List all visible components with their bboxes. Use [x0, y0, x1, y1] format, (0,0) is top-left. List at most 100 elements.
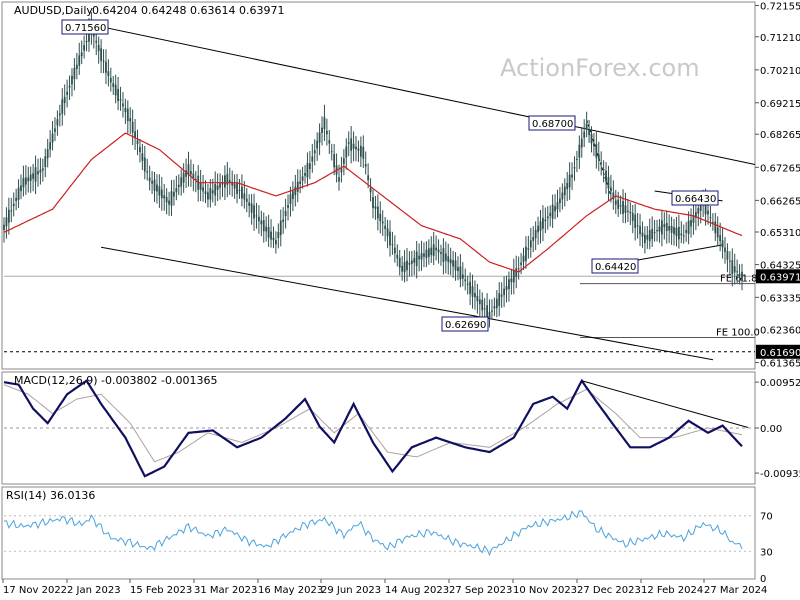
candle-body [733, 266, 736, 273]
candle-body [389, 231, 391, 246]
candle-body [471, 286, 474, 297]
candle-body [486, 305, 488, 319]
candle-body [724, 247, 726, 252]
candle-body [457, 267, 459, 272]
candle-body [126, 108, 129, 122]
candle-body [420, 253, 423, 260]
candle-body [367, 175, 370, 181]
price-tick-label: 0.68265 [760, 130, 800, 141]
macd-trendline [581, 380, 749, 428]
candle-body [631, 212, 634, 221]
candle-body [58, 113, 61, 116]
candle-body [648, 230, 651, 242]
candle-body [697, 208, 700, 214]
candle-body [294, 186, 297, 196]
candle-body [75, 64, 78, 69]
candle-body [454, 260, 457, 271]
candle-body [352, 143, 355, 149]
candle-body [544, 219, 547, 222]
annotation-label: 0.71560 [65, 23, 106, 34]
candle-body [17, 187, 20, 201]
candle-body [576, 159, 578, 161]
candle-body [670, 226, 673, 233]
annotation-box [671, 190, 719, 206]
candle-body [61, 99, 64, 114]
candle-body [605, 170, 607, 182]
candle-body [248, 202, 251, 207]
candle-body [88, 28, 90, 42]
candle-body [7, 209, 10, 223]
candle-body [505, 286, 508, 290]
x-tick-label: 27 Dec 2023 [577, 585, 641, 596]
candle-body [566, 182, 569, 190]
candle-body [444, 253, 447, 261]
candle-body [738, 273, 741, 275]
candle-body [510, 278, 513, 283]
candle-body [714, 221, 717, 234]
candle-body [282, 219, 285, 222]
candle-body [403, 261, 406, 273]
candle-body [432, 244, 435, 256]
candle-body [704, 200, 707, 215]
candle-body [141, 153, 144, 161]
candle-body [636, 225, 639, 227]
candle-body [107, 71, 110, 77]
candle-body [15, 197, 18, 202]
candle-body [483, 308, 486, 310]
candle-body [595, 143, 598, 158]
annotation-label: 0.68700 [532, 119, 573, 130]
candle-body [619, 205, 622, 207]
candle-body [461, 274, 464, 279]
candle-body [209, 188, 212, 200]
candle-body [624, 205, 627, 213]
candle-body [425, 249, 428, 258]
candle-body [427, 248, 430, 257]
candle-body [372, 197, 374, 209]
candle-body [381, 221, 384, 224]
annotation-box [441, 316, 489, 332]
candle-body [260, 220, 263, 225]
candle-body [707, 210, 709, 215]
candle-body [643, 234, 646, 244]
candle-body [600, 162, 603, 164]
candle-body [386, 228, 389, 237]
candle-body [532, 237, 535, 241]
projection-line [586, 119, 612, 197]
candle-body [85, 40, 88, 43]
x-tick-label: 10 Nov 2023 [513, 585, 577, 596]
candle-body [325, 130, 328, 135]
candle-body [542, 217, 544, 229]
candle-body [401, 265, 404, 272]
candle-body [63, 96, 66, 104]
candle-body [136, 140, 139, 144]
candle-body [173, 192, 175, 197]
candle-body [284, 211, 287, 217]
candle-body [610, 187, 612, 192]
candle-body [158, 186, 161, 196]
candle-body [134, 131, 136, 139]
candle-body [311, 156, 314, 162]
candle-body [357, 148, 360, 151]
candle-body [716, 227, 719, 238]
candle-body [478, 299, 481, 305]
candle-body [156, 184, 158, 192]
candle-body [301, 176, 304, 181]
candle-body [406, 260, 408, 271]
channel-lower-line [101, 246, 714, 361]
candle-body [243, 193, 246, 200]
candle-body [393, 247, 396, 254]
channel-upper-line [93, 24, 756, 165]
x-tick-label: 29 Jun 2023 [321, 585, 381, 596]
candle-body [68, 85, 71, 88]
rsi-tick-label: 30 [760, 547, 773, 558]
candle-body [5, 217, 8, 227]
candle-body [415, 251, 418, 267]
candle-body [211, 190, 214, 194]
candle-body [590, 133, 593, 144]
candle-body [364, 164, 367, 167]
candle-body [165, 196, 168, 203]
macd-layer [3, 378, 755, 478]
candle-body [408, 262, 411, 265]
x-tick-label: 16 May 2023 [258, 585, 323, 596]
macd-tick-label: -0.00935 [760, 469, 800, 480]
